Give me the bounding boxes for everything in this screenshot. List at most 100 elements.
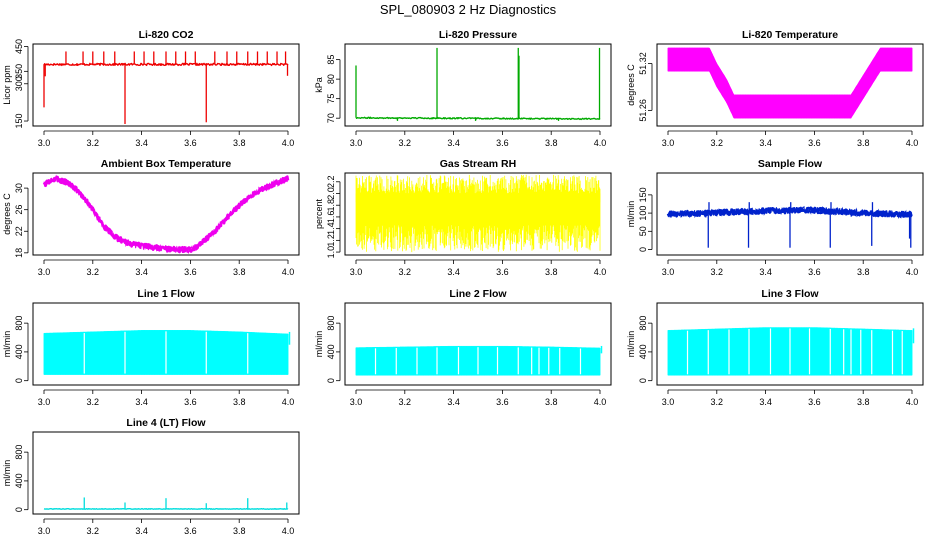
y-tick-label: 0 — [14, 507, 24, 512]
y-tick-label: 100 — [638, 206, 648, 221]
x-tick-label: 3.4 — [447, 138, 460, 148]
y-tick-label: 26 — [14, 205, 24, 215]
x-tick-label: 3.6 — [496, 267, 509, 277]
data-series-line — [355, 116, 601, 121]
plot-frame — [344, 302, 612, 386]
y-tick-label: 51.32 — [638, 52, 648, 75]
y-tick-label: 800 — [14, 445, 24, 460]
y-axis-label: Licor ppm — [2, 65, 12, 105]
x-tick-label: 3.4 — [135, 267, 148, 277]
chart-title: Line 1 Flow — [137, 288, 195, 300]
x-tick-label: 3.0 — [38, 526, 51, 536]
chart-title: Line 3 Flow — [761, 288, 819, 300]
chart-title: Line 4 (LT) Flow — [126, 417, 206, 429]
panel-line1: Line 1 Flow ml/min 3.0 3.2 3.4 3.6 3.8 4.0 0 400 8… — [2, 288, 300, 407]
x-tick-label: 3.4 — [447, 397, 460, 407]
chart-title: Ambient Box Temperature — [101, 158, 232, 170]
x-tick-label: 3.2 — [87, 138, 100, 148]
plot-frame — [656, 302, 924, 386]
chart-title: Gas Stream RH — [440, 158, 516, 170]
x-tick-label: 3.2 — [711, 138, 724, 148]
y-tick-label: 1.2 — [326, 234, 336, 247]
data-fluctuation — [667, 47, 913, 119]
x-tick-label: 4.0 — [906, 397, 919, 407]
y-axis-label: ml/min — [2, 460, 12, 487]
x-tick-label: 4.0 — [906, 267, 919, 277]
x-tick-label: 4.0 — [282, 138, 295, 148]
y-tick-label: 0 — [326, 378, 336, 383]
panel-line2: Line 2 Flow ml/min 3.0 3.2 3.4 3.6 3.8 4.0 0 400 8… — [314, 288, 612, 407]
x-tick-label: 3.6 — [496, 397, 509, 407]
x-tick-label: 3.2 — [399, 397, 412, 407]
plot-frame — [32, 172, 300, 256]
plot-frame — [32, 43, 300, 127]
x-tick-label: 4.0 — [594, 397, 607, 407]
x-tick-label: 4.0 — [282, 397, 295, 407]
x-tick-label: 3.8 — [857, 138, 870, 148]
panel-pressure: Li-820 Pressure kPa 3.0 3.2 3.4 3.6 3.8 4.0 70 75… — [314, 29, 612, 148]
y-axis-label: degrees C — [626, 64, 636, 106]
x-tick-label: 3.0 — [350, 138, 363, 148]
x-tick-label: 3.6 — [184, 526, 197, 536]
y-tick-label: 800 — [14, 316, 24, 331]
chart-title: Sample Flow — [758, 158, 823, 170]
y-tick-label: 1.4 — [326, 222, 336, 235]
x-tick-label: 3.2 — [711, 397, 724, 407]
x-tick-label: 3.2 — [711, 267, 724, 277]
x-tick-label: 3.8 — [233, 397, 246, 407]
x-tick-label: 3.0 — [38, 138, 51, 148]
panel-rh: Gas Stream RH percent 3.0 3.2 3.4 3.6 3.8 4.0 1.… — [314, 158, 612, 277]
x-tick-label: 3.8 — [545, 138, 558, 148]
x-tick-label: 3.6 — [496, 138, 509, 148]
y-tick-label: 150 — [638, 187, 648, 202]
y-axis-label: kPa — [314, 77, 324, 93]
y-tick-label: 400 — [14, 344, 24, 359]
x-tick-label: 3.2 — [399, 267, 412, 277]
x-tick-label: 3.8 — [233, 267, 246, 277]
chart-title: Li-820 Temperature — [742, 29, 838, 41]
y-tick-label: 1.0 — [326, 246, 336, 259]
y-axis-label: ml/min — [626, 331, 636, 358]
y-tick-label: 75 — [326, 94, 336, 104]
y-tick-label: 400 — [638, 344, 648, 359]
x-tick-label: 3.8 — [233, 526, 246, 536]
x-tick-label: 3.4 — [759, 267, 772, 277]
x-tick-label: 3.6 — [808, 397, 821, 407]
x-tick-label: 3.4 — [135, 526, 148, 536]
data-series-noise — [43, 174, 289, 254]
y-tick-label: 450 — [14, 39, 24, 54]
y-tick-label: 800 — [326, 316, 336, 331]
panel-co2: Li-820 CO2 Licor ppm 3.0 3.2 3.4 3.6 3.8 4.0 150… — [2, 29, 300, 148]
data-fluctuation — [355, 174, 601, 253]
chart-title: Li-820 Pressure — [439, 29, 517, 41]
x-tick-label: 3.6 — [808, 138, 821, 148]
plot-frame — [656, 172, 924, 256]
panel-sample: Sample Flow ml/min 3.0 3.2 3.4 3.6 3.8 4.0 0 50 10… — [626, 158, 924, 277]
y-axis-label: percent — [314, 198, 324, 229]
x-tick-label: 3.2 — [87, 267, 100, 277]
data-series-line — [42, 175, 290, 254]
x-tick-label: 3.6 — [808, 267, 821, 277]
plot-frame — [32, 431, 300, 515]
x-tick-label: 4.0 — [282, 267, 295, 277]
panel-ambient: Ambient Box Temperature degrees C 3.0 3.2 3.… — [2, 158, 300, 277]
x-tick-label: 3.4 — [759, 397, 772, 407]
x-tick-label: 3.6 — [184, 397, 197, 407]
x-tick-label: 3.2 — [87, 397, 100, 407]
x-tick-label: 3.8 — [857, 397, 870, 407]
y-tick-label: 2.0 — [326, 187, 336, 200]
x-tick-label: 3.0 — [350, 397, 363, 407]
x-tick-label: 4.0 — [906, 138, 919, 148]
x-tick-label: 3.0 — [38, 397, 51, 407]
x-tick-label: 3.8 — [233, 138, 246, 148]
y-tick-label: 2.2 — [326, 176, 336, 189]
y-tick-label: 18 — [14, 248, 24, 258]
y-tick-label: 0 — [14, 378, 24, 383]
y-tick-label: 0 — [638, 247, 648, 252]
x-tick-label: 3.8 — [545, 397, 558, 407]
panel-li820temp: Li-820 Temperature degrees C 3.0 3.2 3.4 3.6 3… — [626, 29, 924, 148]
x-tick-label: 4.0 — [282, 526, 295, 536]
panel-line3: Line 3 Flow ml/min 3.0 3.2 3.4 3.6 3.8 4.0 0 400 8… — [626, 288, 924, 407]
y-tick-label: 300 — [14, 76, 24, 91]
